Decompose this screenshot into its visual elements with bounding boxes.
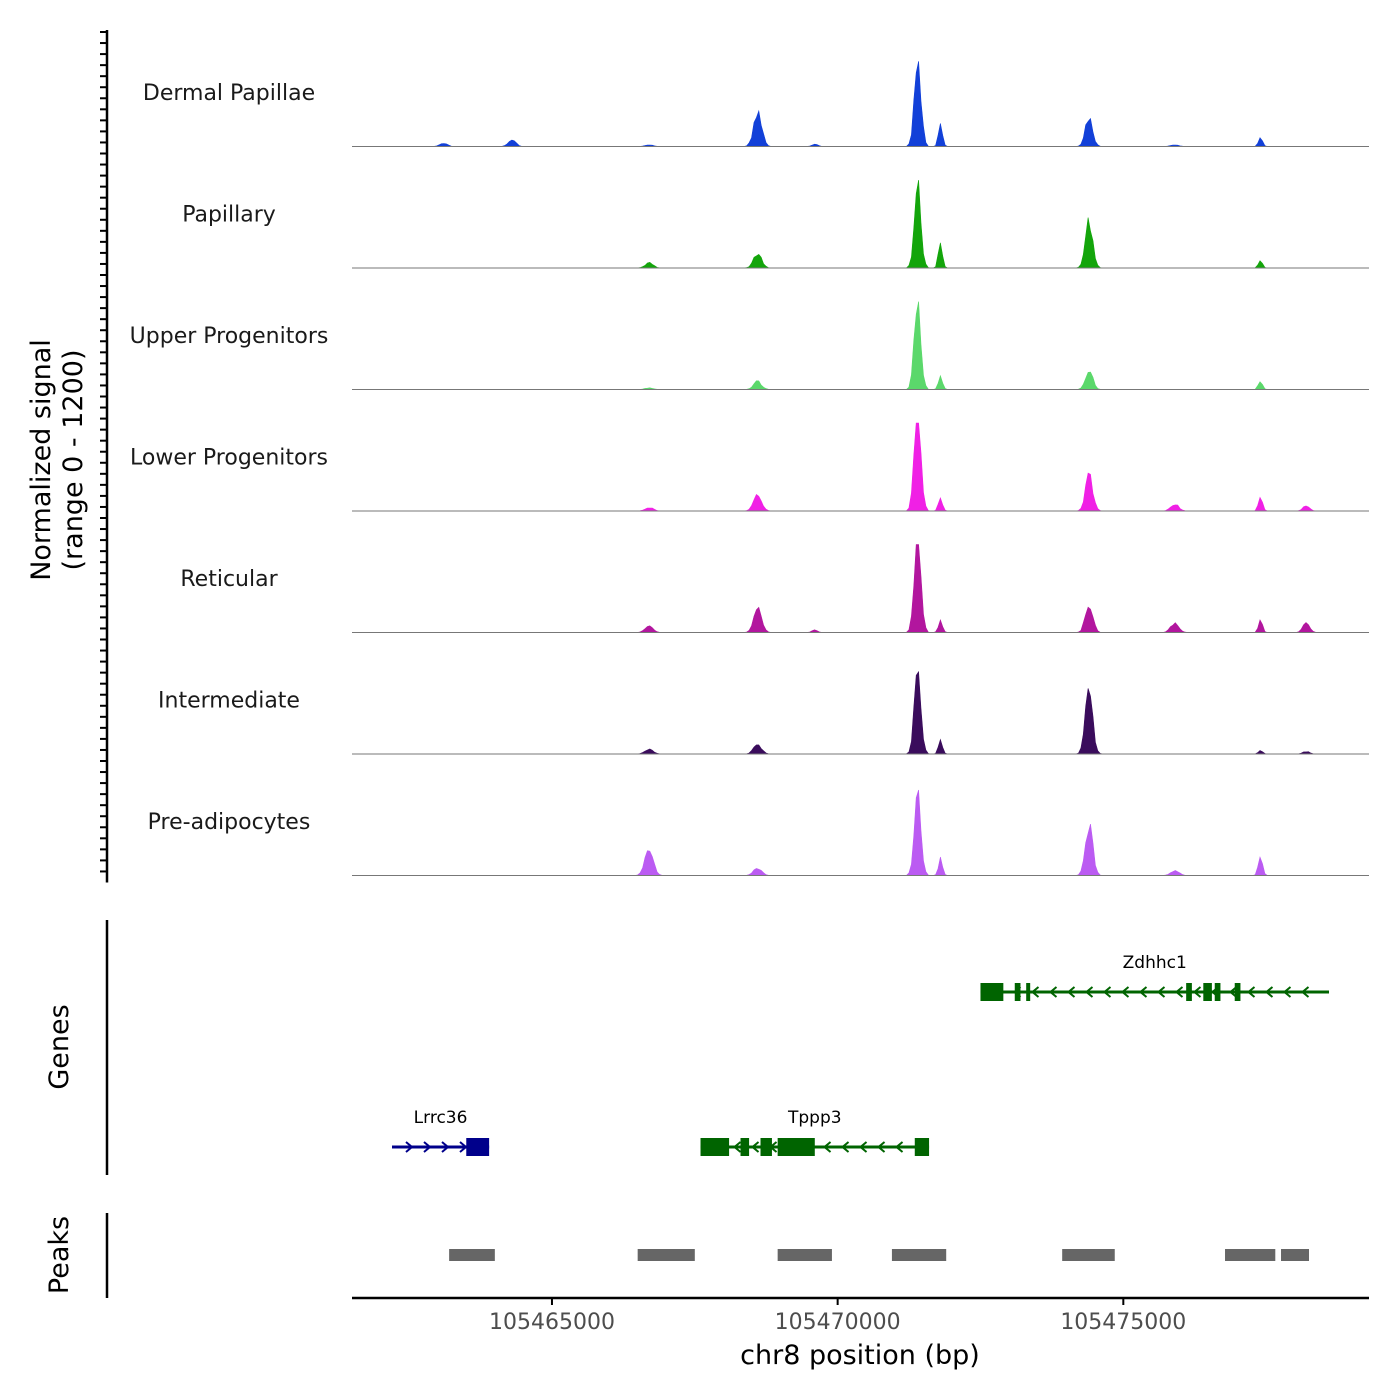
signal-y-axis bbox=[100, 30, 109, 883]
gene-strand-chevron bbox=[1084, 986, 1094, 998]
gene-tppp3: Tppp3 bbox=[700, 1108, 930, 1156]
track-label: Pre-adipocytes bbox=[148, 810, 311, 835]
gene-strand-chevron bbox=[423, 1141, 432, 1153]
peak-region bbox=[777, 1249, 832, 1261]
gene-strand-chevron bbox=[840, 1141, 850, 1153]
track-label: Reticular bbox=[180, 567, 278, 592]
gene-label: Zdhhc1 bbox=[1123, 953, 1187, 973]
signal-area-papillary bbox=[352, 179, 1369, 269]
track-label: Papillary bbox=[182, 203, 276, 228]
signal-area-pre-adipocytes bbox=[352, 789, 1369, 876]
gene-label: Lrrc36 bbox=[414, 1108, 468, 1128]
gene-label: Tppp3 bbox=[787, 1108, 842, 1128]
gene-strand-chevron bbox=[894, 1141, 904, 1153]
gene-exon bbox=[980, 983, 1004, 1001]
gene-lrrc36: Lrrc36 bbox=[391, 1108, 490, 1156]
gene-strand-chevron bbox=[1156, 986, 1166, 998]
peak-region bbox=[891, 1249, 947, 1261]
gene-strand-chevron bbox=[1300, 986, 1310, 998]
gene-zdhhc1: Zdhhc1 bbox=[980, 953, 1330, 1001]
track-label: Lower Progenitors bbox=[130, 446, 328, 471]
x-axis-title: chr8 position (bp) bbox=[740, 1340, 980, 1371]
gene-strand-chevron bbox=[1066, 986, 1076, 998]
gene-strand-chevron bbox=[876, 1141, 886, 1153]
track-label: Dermal Papillae bbox=[143, 81, 315, 106]
gene-exon bbox=[1214, 983, 1221, 1001]
peaks-panel-title: Peaks bbox=[44, 1216, 75, 1294]
gene-exon bbox=[1026, 983, 1031, 1001]
gene-exon bbox=[1203, 983, 1212, 1001]
gene-strand-chevron bbox=[1030, 986, 1040, 998]
gene-strand-chevron bbox=[822, 1141, 832, 1153]
y-axis-title-line1: Normalized signal bbox=[26, 339, 57, 581]
gene-strand-chevron bbox=[1246, 986, 1256, 998]
x-axis-ticks: 105465000 105470000 105475000 bbox=[489, 1298, 1186, 1335]
gene-strand-chevron bbox=[1192, 986, 1202, 998]
x-axis-tick-label: 105470000 bbox=[775, 1310, 901, 1335]
gene-strand-chevron bbox=[1102, 986, 1112, 998]
gene-strand-chevron bbox=[1120, 986, 1130, 998]
signal-area-lower-progenitors bbox=[352, 422, 1369, 512]
gene-exon bbox=[777, 1138, 815, 1156]
gene-strand-chevron bbox=[732, 1141, 742, 1153]
x-axis-tick-label: 105475000 bbox=[1060, 1310, 1186, 1335]
signal-area-reticular bbox=[352, 544, 1369, 633]
gene-strand-chevron bbox=[750, 1141, 760, 1153]
peak-region bbox=[1062, 1249, 1115, 1261]
gene-exon bbox=[466, 1138, 490, 1156]
signal-area-dermal-papillae bbox=[352, 61, 1369, 147]
gene-exon bbox=[1186, 983, 1192, 1001]
x-axis-tick-label: 105465000 bbox=[489, 1310, 615, 1335]
peak-region bbox=[1225, 1249, 1276, 1261]
gene-strand-chevron bbox=[441, 1141, 450, 1153]
gene-strand-chevron bbox=[1228, 986, 1238, 998]
gene-exon bbox=[700, 1138, 730, 1156]
signal-area-upper-progenitors bbox=[352, 301, 1369, 390]
signal-tracks-panel: Dermal Papillae Papillary Upper Progenitor… bbox=[130, 61, 1369, 876]
y-axis-title-line2: (range 0 - 1200) bbox=[58, 350, 89, 571]
gene-strand-chevron bbox=[1174, 986, 1184, 998]
gene-strand-chevron bbox=[1138, 986, 1148, 998]
gene-strand-chevron bbox=[459, 1141, 468, 1153]
gene-strand-chevron bbox=[858, 1141, 868, 1153]
gene-exon bbox=[914, 1138, 930, 1156]
gene-strand-chevron bbox=[1048, 986, 1058, 998]
gene-strand-chevron bbox=[405, 1141, 414, 1153]
gene-exon bbox=[1234, 983, 1241, 1001]
gene-exon bbox=[760, 1138, 772, 1156]
genes-track-panel: Zdhhc1 Lrrc36 Tppp3 bbox=[391, 953, 1330, 1156]
signal-area-intermediate bbox=[352, 670, 1369, 755]
track-label: Upper Progenitors bbox=[130, 324, 329, 349]
peak-region bbox=[449, 1249, 495, 1261]
gene-exon bbox=[1014, 983, 1021, 1001]
genes-panel-title: Genes bbox=[44, 1004, 75, 1089]
track-label: Intermediate bbox=[158, 689, 300, 714]
gene-exon bbox=[740, 1138, 750, 1156]
peak-region bbox=[1281, 1249, 1310, 1261]
gene-strand-chevron bbox=[1264, 986, 1274, 998]
peak-region bbox=[637, 1249, 695, 1261]
peaks-track-panel bbox=[449, 1249, 1310, 1261]
gene-strand-chevron bbox=[1282, 986, 1292, 998]
